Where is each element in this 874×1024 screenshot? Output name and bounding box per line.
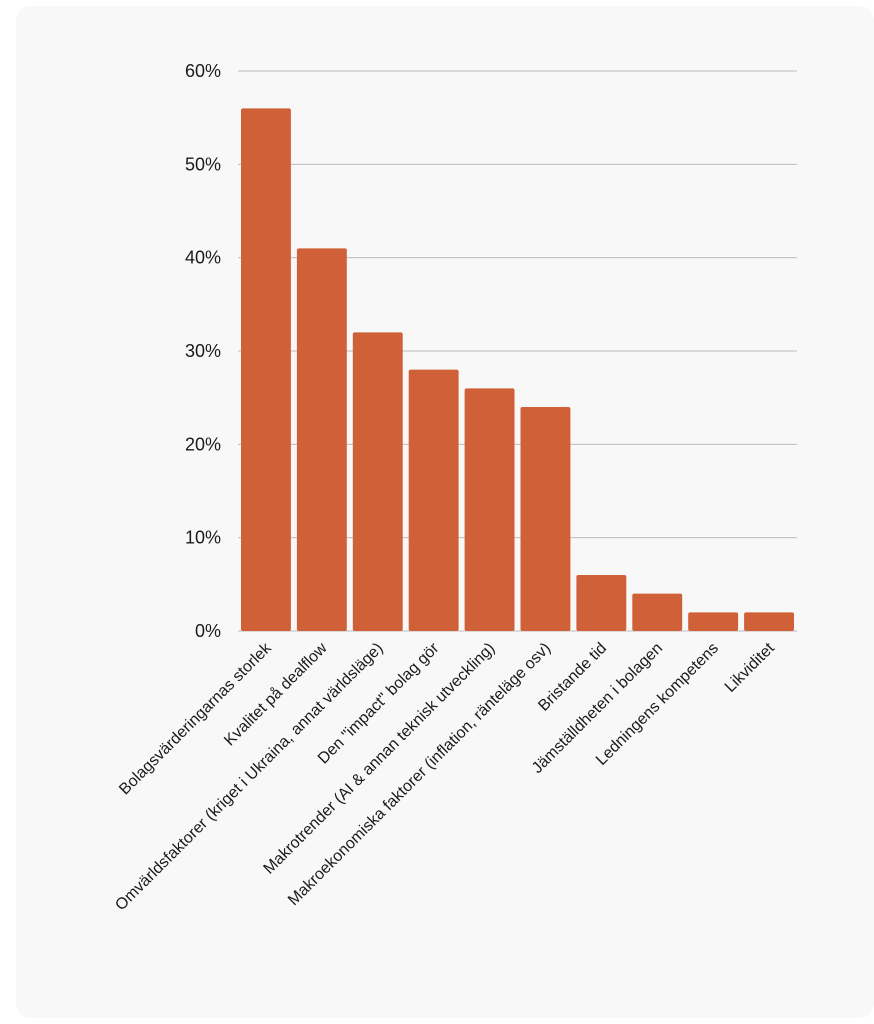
x-category-label: Kvalitet på dealflow xyxy=(220,639,331,750)
y-tick-label: 60% xyxy=(185,61,221,81)
bar xyxy=(744,612,794,631)
bar xyxy=(296,248,347,632)
x-category-label: Omvärldsfaktorer (kriget i Ukraina, anna… xyxy=(112,640,386,914)
y-tick-label: 0% xyxy=(195,621,221,641)
y-tick-label: 30% xyxy=(185,341,221,361)
x-category-label: Makroekonomiska faktorer (inflation, rän… xyxy=(285,640,554,909)
x-category-label: Likviditet xyxy=(722,639,778,695)
y-tick-label: 50% xyxy=(185,154,221,174)
bar xyxy=(464,388,515,631)
y-axis-ticks: 0% 10% 20% 30% 40% 50% 60% xyxy=(185,61,221,641)
bars xyxy=(241,108,794,632)
bar xyxy=(688,612,739,631)
bar xyxy=(352,332,403,631)
y-tick-label: 10% xyxy=(185,528,221,548)
y-tick-label: 40% xyxy=(185,248,221,268)
bar xyxy=(576,575,627,631)
bar xyxy=(241,108,291,632)
bar xyxy=(520,407,571,631)
y-tick-label: 20% xyxy=(185,434,221,454)
bar xyxy=(632,593,683,631)
bar xyxy=(408,369,459,631)
